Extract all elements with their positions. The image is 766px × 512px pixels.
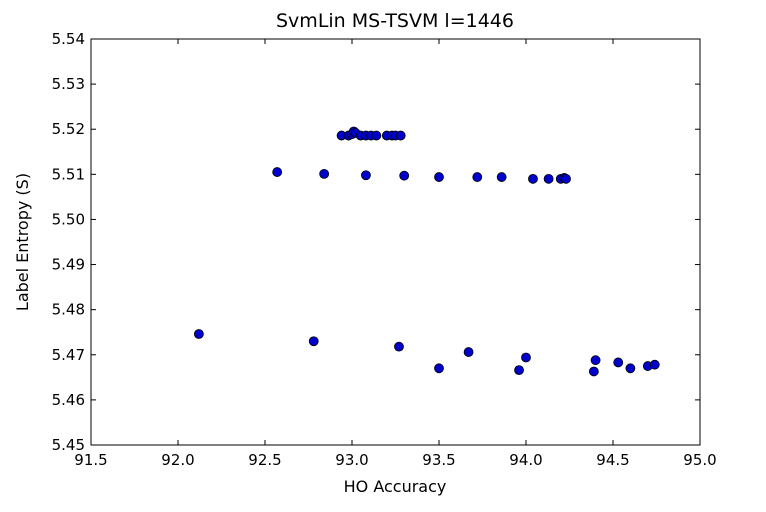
- y-tick-label: 5.47: [52, 346, 85, 364]
- data-point: [319, 168, 330, 179]
- x-tick-label: 92.0: [161, 451, 194, 469]
- data-point: [193, 329, 204, 339]
- chart-title: SvmLin MS-TSVM l=1446: [276, 10, 514, 32]
- x-tick-label: 92.5: [248, 451, 281, 469]
- y-tick-label: 5.49: [52, 256, 85, 274]
- data-point: [613, 357, 624, 368]
- data-point: [514, 365, 524, 376]
- data-point: [561, 173, 571, 184]
- data-points: [193, 126, 660, 377]
- data-point: [472, 172, 483, 182]
- data-point: [625, 363, 636, 374]
- data-point: [371, 130, 382, 141]
- y-tick-label: 5.50: [52, 210, 85, 228]
- data-point: [434, 363, 444, 374]
- data-point: [528, 173, 538, 184]
- y-tick-label: 5.46: [52, 391, 85, 409]
- x-tick-label: 94.5: [596, 451, 629, 469]
- plot-frame: [90, 38, 701, 446]
- x-tick-label: 93.5: [422, 451, 455, 469]
- y-axis-label: Label Entropy (S): [13, 173, 32, 311]
- plot-area: [90, 38, 701, 446]
- y-tick-label: 5.54: [52, 30, 85, 48]
- x-tick-label: 93.0: [335, 451, 368, 469]
- data-point: [588, 366, 599, 377]
- x-axis: 91.5 92.0 92.5 93.0 93.5 94.0 94.5 95.0: [74, 39, 717, 469]
- y-tick-label: 5.48: [52, 301, 85, 319]
- data-point: [308, 336, 319, 347]
- y-tick-label: 5.45: [52, 436, 85, 454]
- x-tick-label: 95.0: [683, 451, 716, 469]
- data-point: [395, 130, 406, 141]
- data-point: [361, 170, 371, 181]
- y-axis: 5.45 5.46 5.47 5.48 5.49 5.50 5.51 5.52 5.53 5.54: [52, 30, 700, 454]
- y-tick-label: 5.53: [52, 75, 85, 93]
- data-point: [463, 347, 474, 357]
- data-point: [394, 341, 404, 352]
- x-axis-label: HO Accuracy: [344, 477, 447, 496]
- data-point: [399, 170, 410, 181]
- x-tick-label: 94.0: [509, 451, 542, 469]
- y-tick-label: 5.51: [52, 165, 85, 183]
- data-point: [649, 359, 660, 370]
- x-tick-label: 91.5: [74, 451, 107, 469]
- y-tick-label: 5.52: [52, 120, 85, 138]
- data-point: [272, 167, 283, 177]
- data-point: [496, 172, 507, 182]
- data-point: [434, 172, 444, 182]
- data-point: [521, 352, 531, 363]
- data-point: [543, 173, 554, 184]
- data-point: [590, 355, 601, 366]
